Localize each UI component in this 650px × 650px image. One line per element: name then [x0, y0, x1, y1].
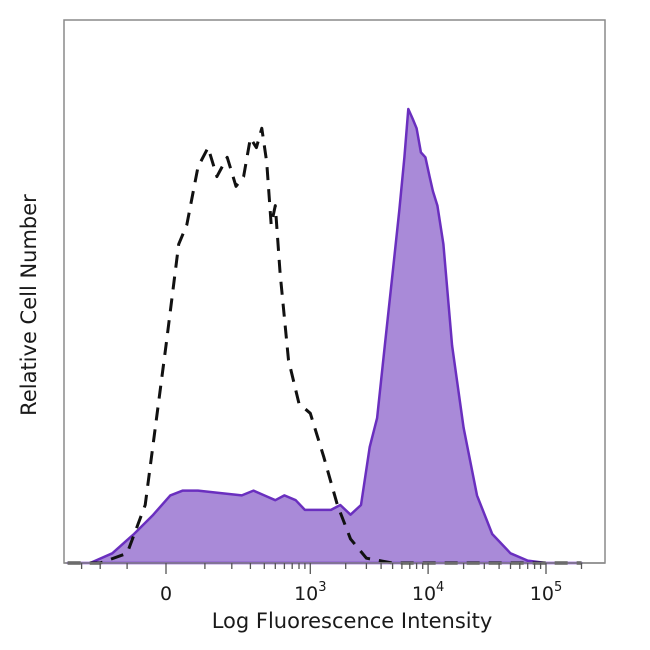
x-tick-label-base: 0: [160, 583, 172, 605]
x-tick-label-exponent: 3: [318, 580, 326, 595]
x-tick-label-base: 10: [412, 583, 436, 605]
x-tick-label-base: 10: [530, 583, 554, 605]
plot-frame: [63, 19, 606, 564]
series-layer: [66, 107, 583, 565]
x-axis-tick-labels: 0 103 104 105: [160, 580, 562, 605]
x-tick-label: 104: [412, 580, 444, 605]
x-tick-label-exponent: 5: [554, 580, 562, 595]
x-tick-label: 0: [160, 583, 172, 605]
x-tick-label: 103: [294, 580, 326, 605]
x-tick-label-exponent: 4: [436, 580, 444, 595]
x-axis-ticks: [80, 563, 583, 574]
x-tick-label-base: 10: [294, 583, 318, 605]
control-histogram-dashed-line: [67, 126, 582, 565]
stained-histogram-area: [66, 107, 583, 565]
x-tick-label: 105: [530, 580, 562, 605]
x-axis-title: Log Fluorescence Intensity: [212, 609, 493, 633]
y-axis-title: Relative Cell Number: [17, 194, 41, 416]
